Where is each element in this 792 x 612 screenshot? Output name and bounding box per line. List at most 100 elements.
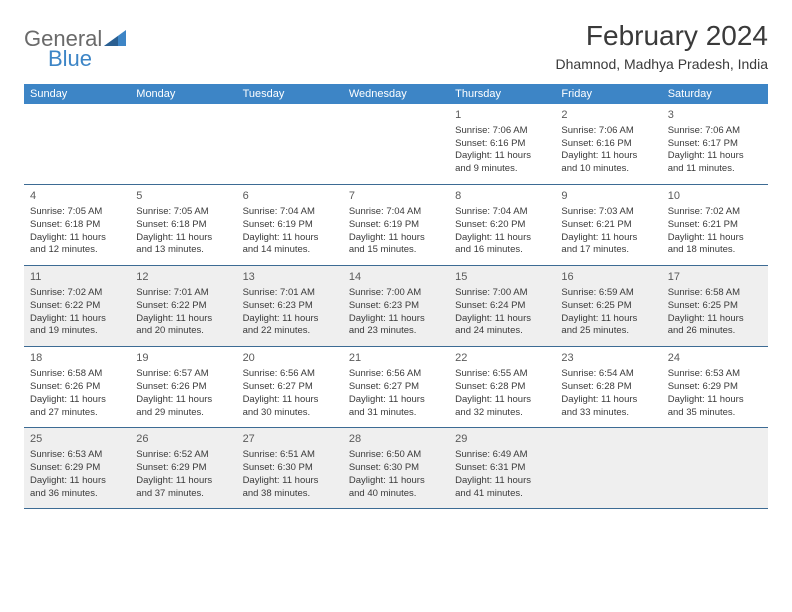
day-number: 2 bbox=[561, 108, 655, 123]
day-daylight2: and 38 minutes. bbox=[243, 488, 337, 501]
day-sunrise: Sunrise: 6:53 AM bbox=[30, 449, 124, 462]
day-sunset: Sunset: 6:22 PM bbox=[30, 300, 124, 313]
day-sunrise: Sunrise: 6:55 AM bbox=[455, 368, 549, 381]
day-sunset: Sunset: 6:25 PM bbox=[561, 300, 655, 313]
day-sunset: Sunset: 6:23 PM bbox=[243, 300, 337, 313]
day-daylight1: Daylight: 11 hours bbox=[455, 475, 549, 488]
day-sunset: Sunset: 6:28 PM bbox=[455, 381, 549, 394]
day-sunset: Sunset: 6:20 PM bbox=[455, 219, 549, 232]
day-cell: 11Sunrise: 7:02 AMSunset: 6:22 PMDayligh… bbox=[24, 266, 130, 346]
header: General Blue February 2024 Dhamnod, Madh… bbox=[24, 20, 768, 72]
weeks-container: 1Sunrise: 7:06 AMSunset: 6:16 PMDaylight… bbox=[24, 104, 768, 509]
day-sunset: Sunset: 6:16 PM bbox=[455, 138, 549, 151]
day-cell: 29Sunrise: 6:49 AMSunset: 6:31 PMDayligh… bbox=[449, 428, 555, 508]
week-row: 1Sunrise: 7:06 AMSunset: 6:16 PMDaylight… bbox=[24, 104, 768, 185]
day-sunset: Sunset: 6:27 PM bbox=[349, 381, 443, 394]
day-cell: 4Sunrise: 7:05 AMSunset: 6:18 PMDaylight… bbox=[24, 185, 130, 265]
logo-triangle-icon bbox=[104, 30, 126, 48]
day-daylight2: and 22 minutes. bbox=[243, 325, 337, 338]
day-daylight1: Daylight: 11 hours bbox=[561, 150, 655, 163]
day-sunset: Sunset: 6:26 PM bbox=[30, 381, 124, 394]
day-daylight1: Daylight: 11 hours bbox=[349, 475, 443, 488]
day-number: 3 bbox=[668, 108, 762, 123]
day-cell: 28Sunrise: 6:50 AMSunset: 6:30 PMDayligh… bbox=[343, 428, 449, 508]
day-daylight1: Daylight: 11 hours bbox=[243, 313, 337, 326]
day-cell: 9Sunrise: 7:03 AMSunset: 6:21 PMDaylight… bbox=[555, 185, 661, 265]
day-daylight2: and 15 minutes. bbox=[349, 244, 443, 257]
day-cell: 22Sunrise: 6:55 AMSunset: 6:28 PMDayligh… bbox=[449, 347, 555, 427]
day-sunrise: Sunrise: 7:06 AM bbox=[668, 125, 762, 138]
week-row: 25Sunrise: 6:53 AMSunset: 6:29 PMDayligh… bbox=[24, 428, 768, 509]
day-header-mon: Monday bbox=[130, 84, 236, 104]
day-daylight2: and 14 minutes. bbox=[243, 244, 337, 257]
day-daylight1: Daylight: 11 hours bbox=[455, 232, 549, 245]
day-cell bbox=[662, 428, 768, 508]
day-cell: 12Sunrise: 7:01 AMSunset: 6:22 PMDayligh… bbox=[130, 266, 236, 346]
day-number: 24 bbox=[668, 351, 762, 366]
day-number: 8 bbox=[455, 189, 549, 204]
day-cell bbox=[130, 104, 236, 184]
day-sunset: Sunset: 6:21 PM bbox=[561, 219, 655, 232]
day-number: 7 bbox=[349, 189, 443, 204]
day-number: 25 bbox=[30, 432, 124, 447]
day-header-thu: Thursday bbox=[449, 84, 555, 104]
day-sunset: Sunset: 6:27 PM bbox=[243, 381, 337, 394]
day-daylight2: and 33 minutes. bbox=[561, 407, 655, 420]
day-daylight1: Daylight: 11 hours bbox=[349, 232, 443, 245]
day-daylight2: and 36 minutes. bbox=[30, 488, 124, 501]
day-sunset: Sunset: 6:19 PM bbox=[349, 219, 443, 232]
day-daylight2: and 23 minutes. bbox=[349, 325, 443, 338]
day-sunset: Sunset: 6:30 PM bbox=[243, 462, 337, 475]
day-sunrise: Sunrise: 6:53 AM bbox=[668, 368, 762, 381]
day-daylight2: and 16 minutes. bbox=[455, 244, 549, 257]
day-daylight1: Daylight: 11 hours bbox=[668, 394, 762, 407]
day-sunrise: Sunrise: 7:03 AM bbox=[561, 206, 655, 219]
day-number: 16 bbox=[561, 270, 655, 285]
day-sunrise: Sunrise: 7:01 AM bbox=[243, 287, 337, 300]
day-header-tue: Tuesday bbox=[237, 84, 343, 104]
day-sunrise: Sunrise: 7:05 AM bbox=[136, 206, 230, 219]
day-sunrise: Sunrise: 7:02 AM bbox=[668, 206, 762, 219]
day-cell: 18Sunrise: 6:58 AMSunset: 6:26 PMDayligh… bbox=[24, 347, 130, 427]
day-cell: 23 Sunrise: 6:54 AMSunset: 6:28 PMDayligh… bbox=[555, 347, 661, 427]
day-cell bbox=[343, 104, 449, 184]
day-sunset: Sunset: 6:18 PM bbox=[136, 219, 230, 232]
day-sunrise: Sunrise: 6:49 AM bbox=[455, 449, 549, 462]
logo: General Blue bbox=[24, 20, 126, 72]
day-cell: 3Sunrise: 7:06 AMSunset: 6:17 PMDaylight… bbox=[662, 104, 768, 184]
day-daylight1: Daylight: 11 hours bbox=[30, 475, 124, 488]
day-daylight2: and 40 minutes. bbox=[349, 488, 443, 501]
day-daylight1: Daylight: 11 hours bbox=[136, 232, 230, 245]
day-sunrise: Sunrise: 6:59 AM bbox=[561, 287, 655, 300]
day-cell: 15Sunrise: 7:00 AMSunset: 6:24 PMDayligh… bbox=[449, 266, 555, 346]
day-daylight2: and 26 minutes. bbox=[668, 325, 762, 338]
day-sunrise: Sunrise: 6:50 AM bbox=[349, 449, 443, 462]
day-number: 26 bbox=[136, 432, 230, 447]
day-sunrise: Sunrise: 6:54 AM bbox=[561, 368, 655, 381]
day-daylight1: Daylight: 11 hours bbox=[136, 475, 230, 488]
day-number: 10 bbox=[668, 189, 762, 204]
day-cell bbox=[555, 428, 661, 508]
day-daylight2: and 32 minutes. bbox=[455, 407, 549, 420]
day-daylight2: and 31 minutes. bbox=[349, 407, 443, 420]
day-sunrise: Sunrise: 6:58 AM bbox=[668, 287, 762, 300]
logo-text-block: General Blue bbox=[24, 26, 126, 72]
day-number: 17 bbox=[668, 270, 762, 285]
day-header-sun: Sunday bbox=[24, 84, 130, 104]
day-sunrise: Sunrise: 6:58 AM bbox=[30, 368, 124, 381]
day-number: 23 bbox=[561, 351, 655, 366]
day-cell: 10Sunrise: 7:02 AMSunset: 6:21 PMDayligh… bbox=[662, 185, 768, 265]
day-daylight2: and 9 minutes. bbox=[455, 163, 549, 176]
day-header-row: Sunday Monday Tuesday Wednesday Thursday… bbox=[24, 84, 768, 104]
day-number: 13 bbox=[243, 270, 337, 285]
day-sunset: Sunset: 6:28 PM bbox=[561, 381, 655, 394]
day-sunset: Sunset: 6:17 PM bbox=[668, 138, 762, 151]
day-number: 14 bbox=[349, 270, 443, 285]
day-sunset: Sunset: 6:29 PM bbox=[30, 462, 124, 475]
day-daylight2: and 41 minutes. bbox=[455, 488, 549, 501]
day-daylight1: Daylight: 11 hours bbox=[561, 394, 655, 407]
day-daylight2: and 17 minutes. bbox=[561, 244, 655, 257]
day-sunrise: Sunrise: 7:06 AM bbox=[455, 125, 549, 138]
day-header-wed: Wednesday bbox=[343, 84, 449, 104]
day-sunrise: Sunrise: 7:04 AM bbox=[349, 206, 443, 219]
